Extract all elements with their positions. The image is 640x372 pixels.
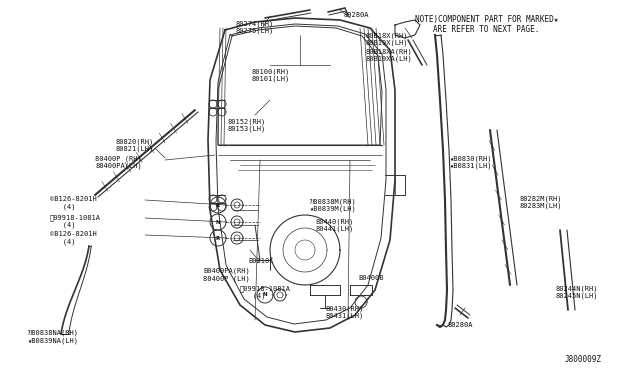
Text: ⁈80838NA(RH)
★B0839NA(LH): ⁈80838NA(RH) ★B0839NA(LH) — [28, 330, 79, 344]
Text: 80400P (RH)
80400PA(LH): 80400P (RH) 80400PA(LH) — [95, 155, 141, 169]
Text: ★B0830(RH)
★B0831(LH): ★B0830(RH) ★B0831(LH) — [450, 155, 493, 169]
Text: N: N — [262, 292, 268, 298]
Text: 80430(RH)
80431(LH): 80430(RH) 80431(LH) — [326, 305, 364, 319]
Text: B0210C: B0210C — [248, 258, 273, 264]
Text: 80440(RH)
80441(LH): 80440(RH) 80441(LH) — [316, 218, 355, 232]
Text: B0400PA(RH)
80400P (LH): B0400PA(RH) 80400P (LH) — [203, 268, 250, 282]
Text: 80B18XA(RH)
80B19XA(LH): 80B18XA(RH) 80B19XA(LH) — [366, 48, 413, 62]
Text: J800009Z: J800009Z — [565, 355, 602, 364]
Text: NOTE)COMPONENT PART FOR MARKED★: NOTE)COMPONENT PART FOR MARKED★ — [415, 15, 558, 24]
Text: R: R — [216, 235, 220, 241]
Text: 80152(RH)
80153(LH): 80152(RH) 80153(LH) — [228, 118, 266, 132]
Text: R: R — [216, 202, 220, 208]
Text: ©B126-8201H
   (4): ©B126-8201H (4) — [50, 196, 97, 209]
Text: 80B18X(RH)
80B19X(LH): 80B18X(RH) 80B19X(LH) — [366, 32, 408, 46]
Text: Ⓝ09918-1081A
   (4): Ⓝ09918-1081A (4) — [240, 285, 291, 299]
Text: 80274(RH)
80275(LH): 80274(RH) 80275(LH) — [235, 20, 273, 34]
Text: 80280A: 80280A — [343, 12, 369, 18]
Text: 80280A: 80280A — [447, 322, 472, 328]
Text: N: N — [216, 219, 220, 224]
Text: 80820(RH)
80821(LH): 80820(RH) 80821(LH) — [115, 138, 153, 152]
Text: ⁈80838M(RH)
★B0839M(LH): ⁈80838M(RH) ★B0839M(LH) — [310, 198, 356, 212]
Text: ©B126-8201H
   (4): ©B126-8201H (4) — [50, 231, 97, 244]
Text: 80282M(RH)
80283M(LH): 80282M(RH) 80283M(LH) — [520, 195, 563, 209]
Text: B0400B: B0400B — [358, 275, 383, 281]
Text: 80100(RH)
80101(LH): 80100(RH) 80101(LH) — [252, 68, 291, 82]
Text: 80244N(RH)
80245N(LH): 80244N(RH) 80245N(LH) — [555, 285, 598, 299]
Text: Ⓝ09918-1081A
   (4): Ⓝ09918-1081A (4) — [50, 214, 101, 228]
Text: ARE REFER TO NEXT PAGE.: ARE REFER TO NEXT PAGE. — [433, 25, 540, 34]
